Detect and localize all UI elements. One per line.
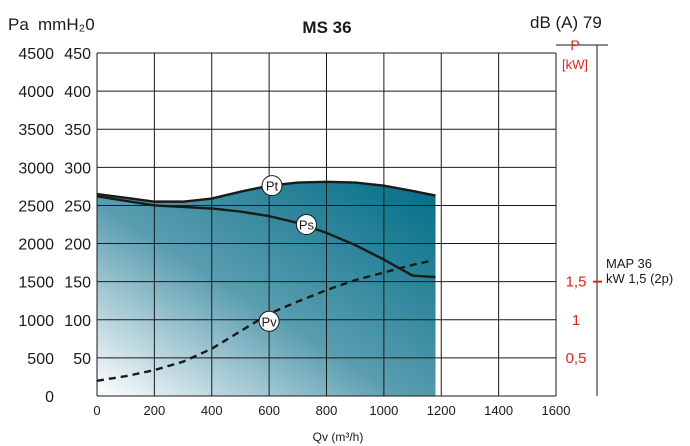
- header-mmh2o-label: mmH₂0: [38, 15, 95, 34]
- x-tick-label: 1000: [369, 403, 398, 418]
- power-tick-label: 1,5: [566, 274, 587, 291]
- power-tick-label: 1: [572, 312, 580, 329]
- y-tick-label-pa: 2000: [18, 237, 54, 254]
- pv-label-circle: [258, 310, 280, 332]
- x-axis-label: Qv (m³/h): [313, 430, 364, 444]
- y-tick-label-pa: 3500: [18, 122, 54, 139]
- y-tick-label-mmh2o: 200: [64, 237, 91, 254]
- pv-label: Pv: [262, 314, 278, 329]
- y-tick-label-pa: 3000: [18, 160, 54, 177]
- y-tick-label-mmh2o: 50: [73, 351, 91, 368]
- chart-title: MS 36: [302, 18, 351, 37]
- curve-labels: Pt Ps Pv: [258, 175, 317, 332]
- y-tick-label-mmh2o: 400: [64, 84, 91, 101]
- pt-label-circle: [261, 175, 283, 197]
- motor-note-model: MAP 36: [606, 256, 652, 271]
- operating-area: [97, 181, 436, 396]
- ps-label-circle: [295, 214, 317, 235]
- x-tick-label: 400: [201, 403, 223, 418]
- x-tick-label: 0: [93, 403, 100, 418]
- ps-label: Ps: [299, 218, 315, 233]
- power-tick-label: 0,5: [566, 350, 587, 367]
- ps-curve: [96, 195, 436, 279]
- tick-labels: 0 200 400 600 800 1000 1200 1400 160045004000350…: [18, 46, 570, 418]
- y-tick-label-mmh2o: 350: [64, 122, 91, 139]
- y-tick-label-mmh2o: 250: [64, 198, 91, 215]
- y-tick-label-mmh2o: 300: [64, 160, 91, 177]
- y-tick-label-pa: 4000: [18, 84, 54, 101]
- y-tick-label-mmh2o: 100: [64, 313, 91, 330]
- x-tick-label: 1200: [427, 403, 456, 418]
- y-tick-label-pa: 0: [45, 389, 54, 406]
- y-tick-label-pa: 500: [27, 351, 54, 368]
- power-axis-label: P: [570, 37, 579, 53]
- power-axis: 1,5 1 0,5: [556, 44, 608, 396]
- y-tick-label-mmh2o: 150: [64, 275, 91, 292]
- y-tick-label-pa: 4500: [18, 46, 54, 63]
- x-tick-label: 600: [258, 403, 280, 418]
- x-tick-label: 1400: [484, 403, 513, 418]
- y-tick-label-pa: 2500: [18, 198, 54, 215]
- grid: [96, 52, 557, 397]
- y-tick-label-mmh2o: 450: [64, 46, 91, 63]
- operating-area-layer: [97, 181, 436, 396]
- power-axis-unit: [kW]: [562, 57, 588, 72]
- header-db-label: dB (A) 79: [530, 13, 602, 32]
- x-tick-label: 800: [316, 403, 338, 418]
- motor-note-power: kW 1,5 (2p): [606, 271, 673, 286]
- pt-label: Pt: [266, 179, 279, 194]
- header-pa-label: Pa: [8, 15, 29, 34]
- y-tick-label-pa: 1000: [18, 313, 54, 330]
- x-tick-label: 1600: [542, 403, 571, 418]
- x-tick-label: 200: [144, 403, 166, 418]
- y-tick-label-pa: 1500: [18, 275, 54, 292]
